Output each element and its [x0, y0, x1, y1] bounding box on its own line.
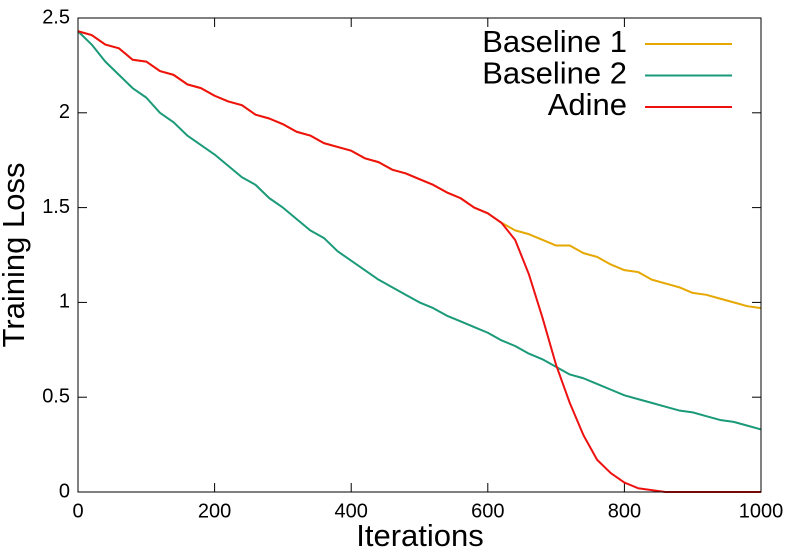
y-tick-label: 2.5 — [42, 6, 70, 28]
x-tick-label: 200 — [198, 500, 231, 522]
y-tick-label: 0 — [59, 480, 70, 502]
plot-border — [77, 17, 762, 493]
x-tick-label: 600 — [471, 500, 504, 522]
series-line — [77, 30, 762, 310]
y-tick-label: 1 — [59, 291, 70, 313]
x-tick-label: 400 — [335, 500, 368, 522]
legend-label: Baseline 2 — [482, 56, 627, 91]
legend-label: Baseline 1 — [482, 24, 627, 59]
legend-label: Adine — [548, 87, 627, 122]
y-tick-label: 1.5 — [42, 196, 70, 218]
x-axis-label: Iterations — [356, 518, 484, 552]
x-tick-label: 800 — [608, 500, 641, 522]
y-tick-label: 0.5 — [42, 385, 70, 407]
y-tick-label: 2 — [59, 101, 70, 123]
series-line — [77, 30, 762, 431]
y-axis-label: Training Loss — [0, 163, 31, 348]
series-line — [77, 30, 761, 493]
x-tick-label: 1000 — [739, 500, 784, 522]
x-tick-label: 0 — [72, 500, 83, 522]
